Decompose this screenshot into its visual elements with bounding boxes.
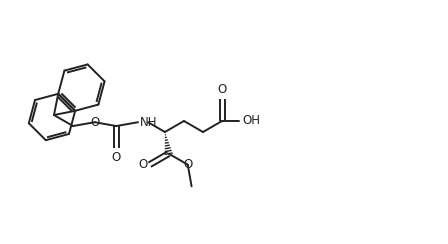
Text: OH: OH — [243, 114, 261, 128]
Text: O: O — [138, 158, 148, 171]
Text: O: O — [217, 83, 227, 96]
Text: O: O — [183, 158, 192, 171]
Text: O: O — [112, 151, 121, 164]
Text: O: O — [90, 116, 99, 129]
Text: NH: NH — [140, 116, 158, 129]
